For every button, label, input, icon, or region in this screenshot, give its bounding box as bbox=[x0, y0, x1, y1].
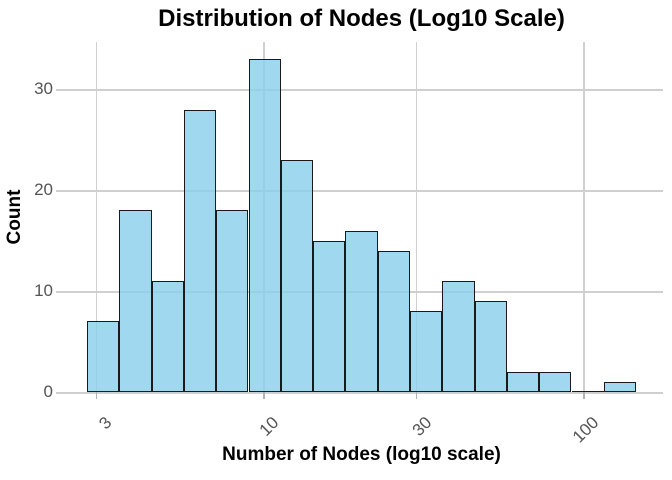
x-tick-mark bbox=[415, 392, 418, 399]
v-gridline bbox=[95, 42, 98, 392]
y-tick-label: 0 bbox=[43, 382, 53, 401]
y-tick-label: 20 bbox=[34, 180, 53, 200]
plot-panel bbox=[56, 42, 663, 399]
histogram-bar bbox=[442, 281, 475, 392]
histogram-bar bbox=[539, 371, 572, 392]
h-gridline bbox=[56, 392, 663, 394]
histogram-bar bbox=[248, 59, 281, 392]
y-tick-label: 30 bbox=[34, 79, 53, 99]
v-gridline bbox=[583, 42, 585, 392]
x-tick-label: 3 bbox=[94, 413, 116, 434]
x-tick-mark bbox=[583, 392, 585, 399]
h-gridline bbox=[56, 190, 663, 192]
x-tick-label: 30 bbox=[408, 413, 436, 440]
x-tick-label: 10 bbox=[255, 413, 283, 440]
histogram-bar bbox=[603, 381, 637, 392]
histogram-bar bbox=[183, 109, 217, 392]
histogram-bar bbox=[377, 250, 410, 392]
histogram-bar bbox=[313, 240, 346, 392]
h-gridline bbox=[56, 89, 663, 91]
histogram-bar-zero bbox=[571, 390, 604, 392]
chart-title: Distribution of Nodes (Log10 Scale) bbox=[158, 5, 565, 32]
histogram-bar bbox=[216, 210, 249, 392]
histogram-bar bbox=[151, 281, 184, 392]
histogram-bar bbox=[280, 160, 314, 392]
y-tick-label: 10 bbox=[34, 281, 53, 301]
histogram-bar bbox=[410, 311, 443, 392]
v-gridline bbox=[415, 42, 418, 392]
histogram-bar bbox=[506, 371, 540, 392]
histogram-bar bbox=[345, 230, 378, 392]
x-tick-label: 100 bbox=[568, 413, 603, 447]
x-tick-mark bbox=[263, 392, 265, 399]
histogram-bar bbox=[474, 301, 507, 392]
histogram-bar bbox=[119, 210, 152, 392]
x-axis-title: Number of Nodes (log10 scale) bbox=[222, 444, 501, 465]
histogram-bar bbox=[87, 321, 120, 392]
x-tick-mark bbox=[95, 392, 98, 399]
